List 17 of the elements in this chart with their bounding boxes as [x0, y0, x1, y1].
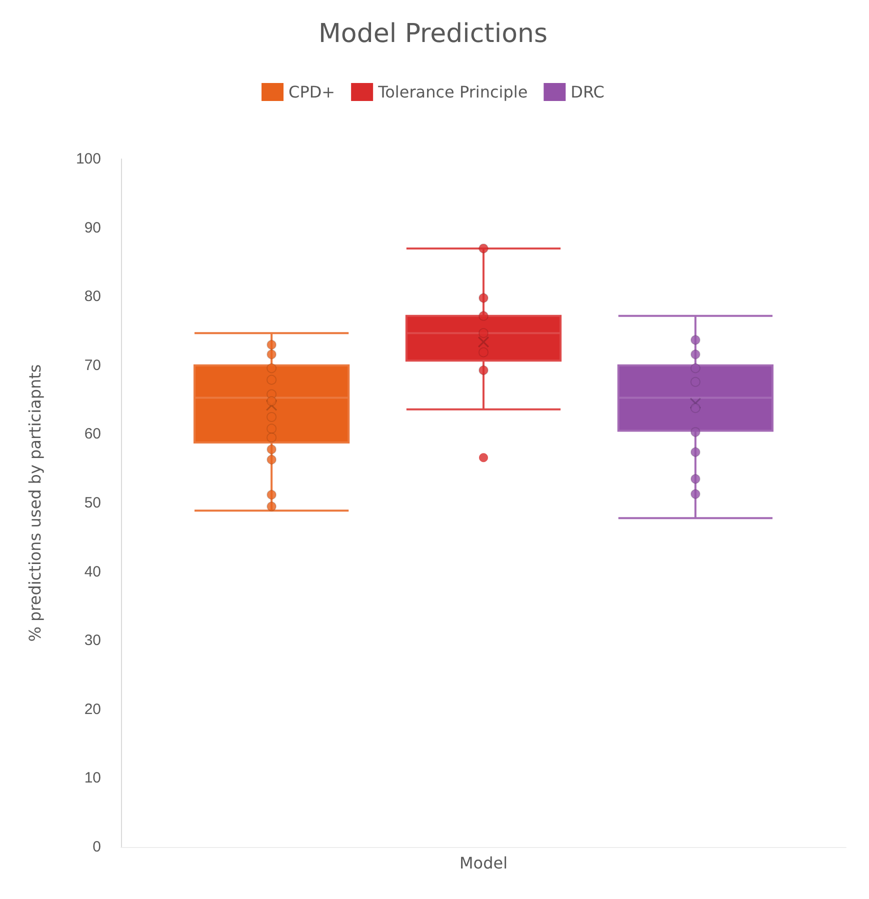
y-tick-label: 30: [84, 632, 101, 650]
legend-label: CPD+: [288, 82, 336, 102]
y-tick-label: 40: [84, 563, 101, 580]
y-tick-label: 70: [84, 356, 101, 374]
y-tick-label: 100: [76, 150, 101, 168]
y-tick-label: 10: [84, 770, 101, 787]
y-axis-title: % predictions used by particiapnts: [26, 364, 44, 642]
y-tick-label: 50: [84, 494, 101, 512]
y-tick-label: 60: [84, 426, 101, 443]
x-tick-label: Model: [459, 854, 508, 872]
y-tick-label: 90: [84, 219, 101, 236]
legend-label: Tolerance Principle: [377, 82, 528, 102]
y-tick-label: 0: [92, 838, 101, 856]
y-tick-label: 20: [84, 700, 101, 718]
y-tick-label: 80: [84, 288, 101, 306]
legend-label: DRC: [570, 82, 604, 102]
chart-title: Model Predictions: [318, 19, 548, 49]
